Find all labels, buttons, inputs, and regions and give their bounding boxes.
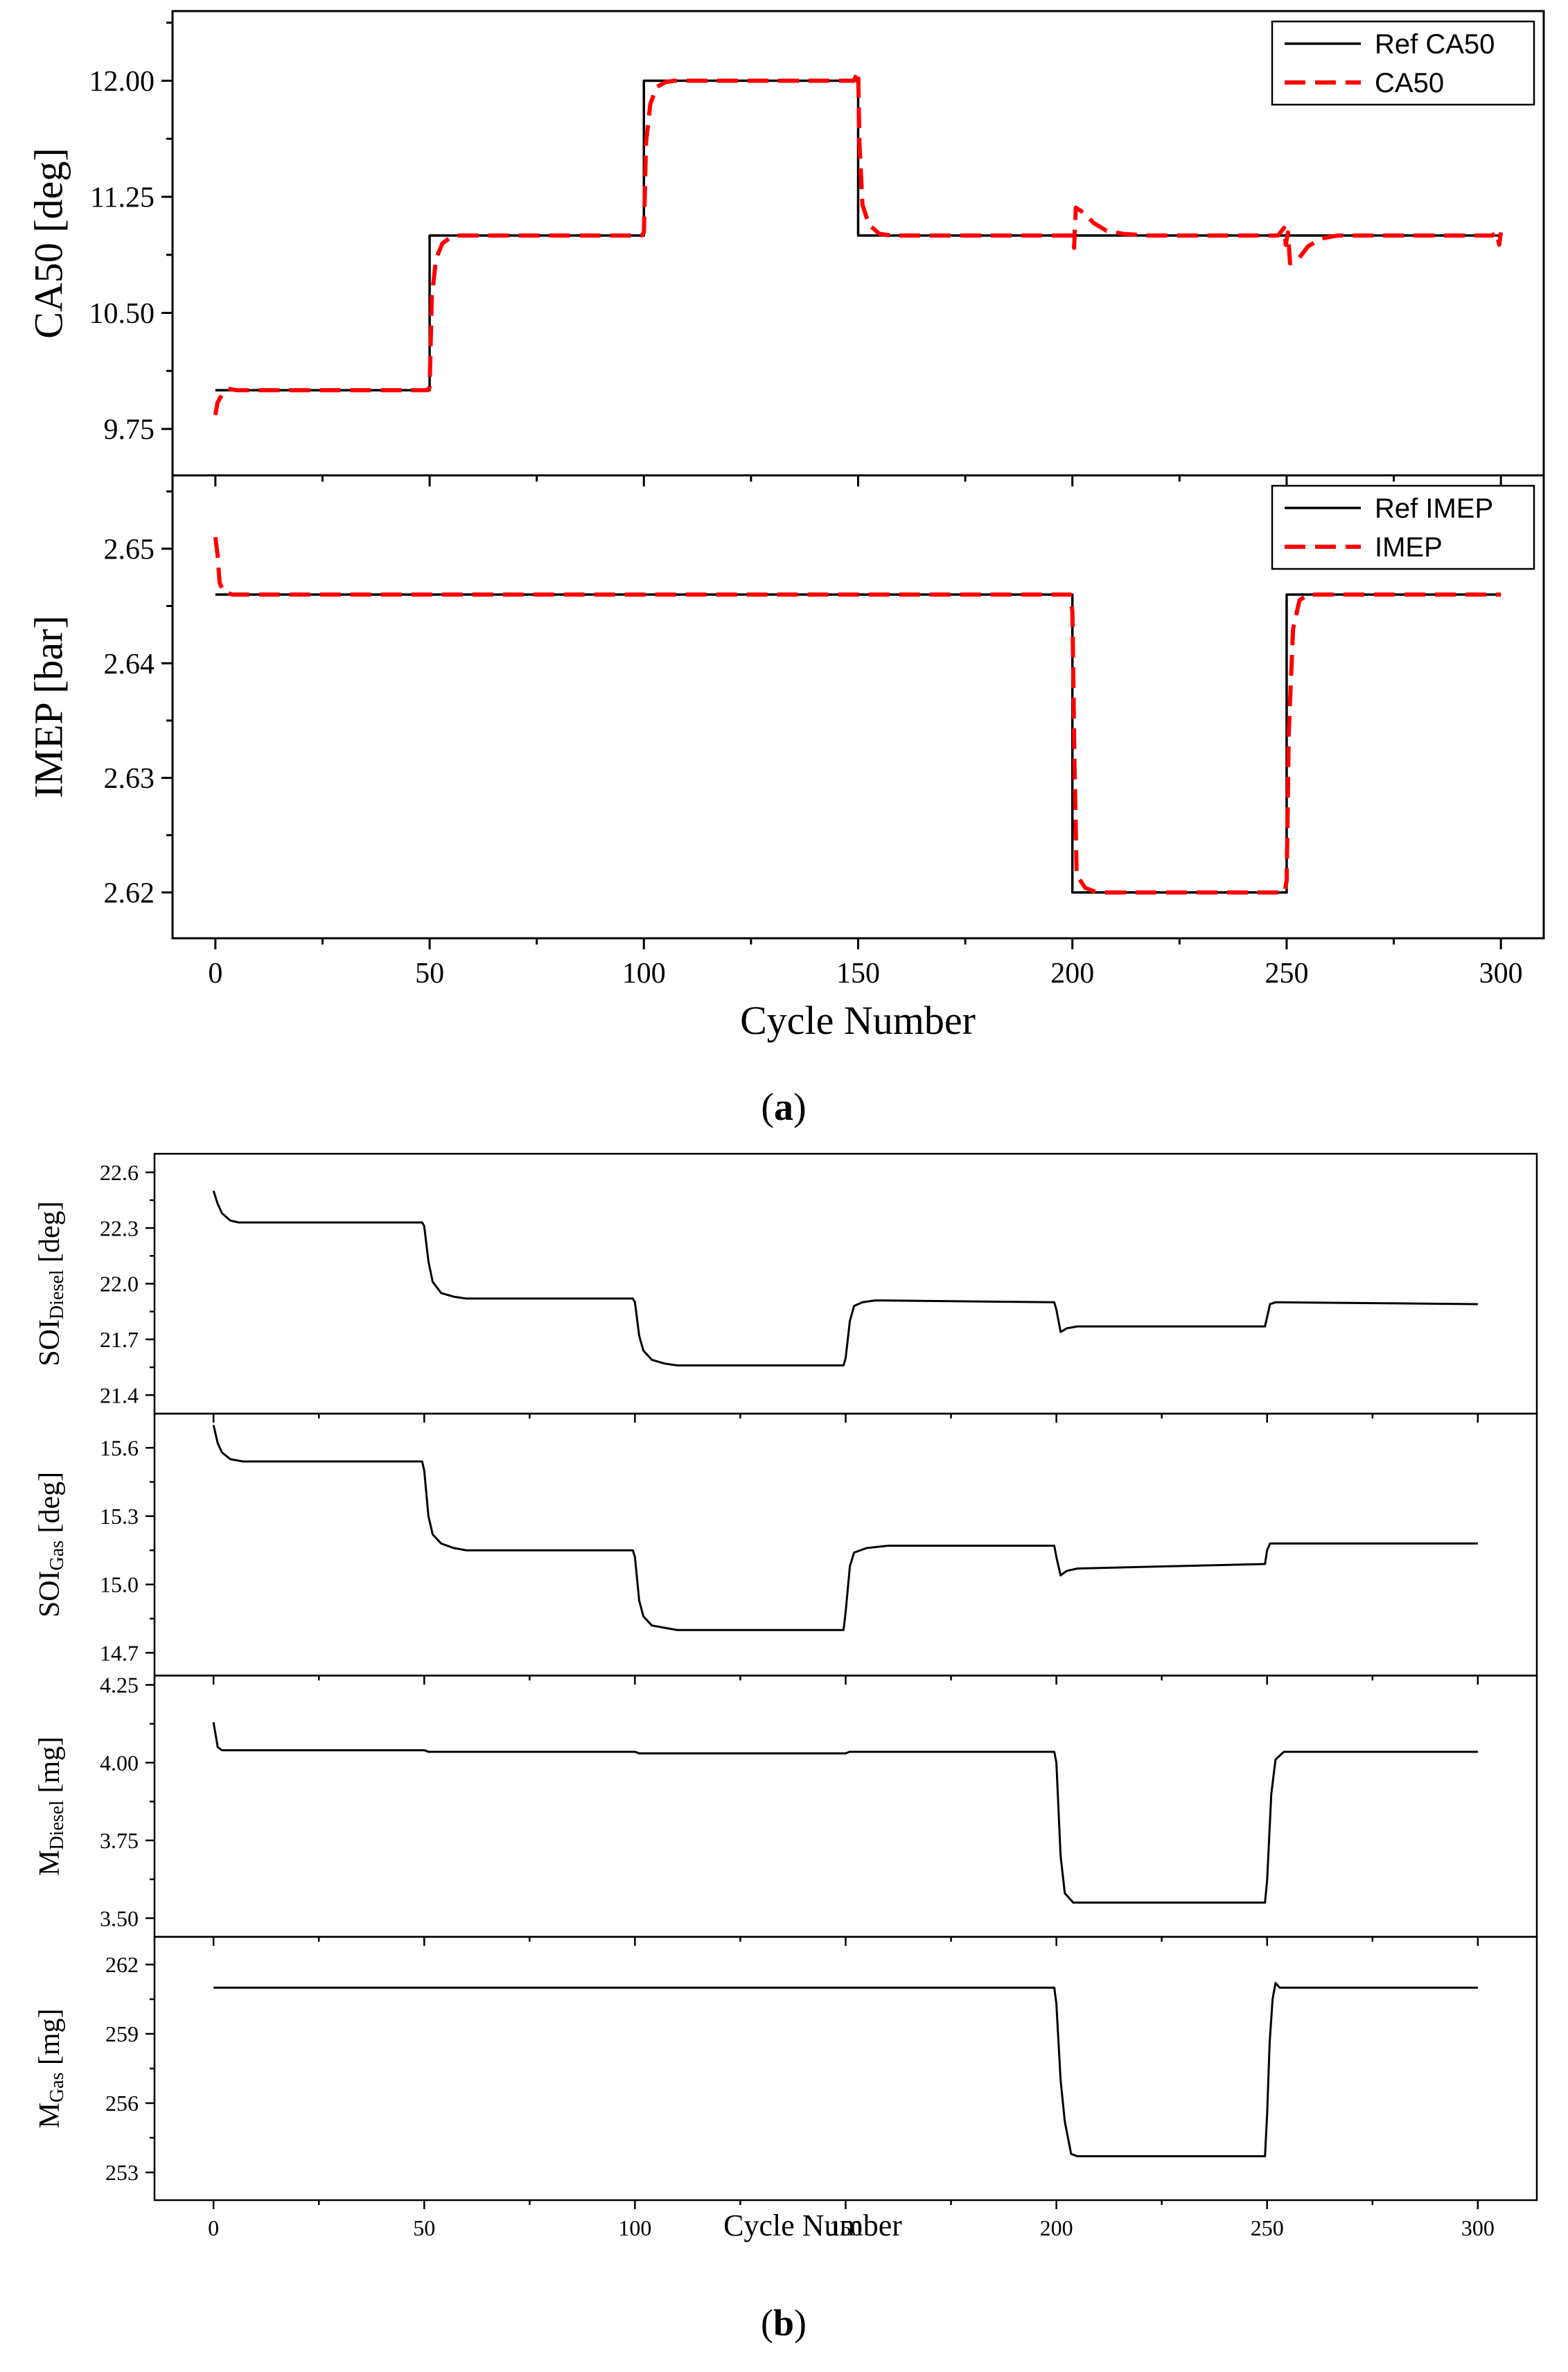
imep-ytick-label: 2.64 (104, 649, 155, 680)
m_diesel-ytick-label: 3.50 (100, 1906, 139, 1931)
soi-gas-plot: 14.7 15.0 15.3 15.6 SOIGas [deg] (34, 1412, 1538, 1685)
imep-ytick-label: 2.63 (104, 763, 155, 795)
ca50-ytick-label: 12.00 (89, 66, 155, 98)
imep-plot: 2.62 2.63 2.64 2.65 0 50 100 150 200 250 300 IMEP [… (26, 474, 1545, 990)
imep-y-axis-label: IMEP [bar] (26, 615, 71, 798)
ca50-legend-label-1: CA50 (1375, 68, 1444, 98)
panel-b-x-axis-label: Cycle Number (723, 2208, 902, 2242)
m_gas-ytick-label: 253 (105, 2160, 139, 2185)
m_diesel-ytick-label: 4.00 (100, 1750, 139, 1775)
m_gas-ytick-label: 259 (105, 2021, 139, 2046)
m_gas-xtick-label: 150 (829, 2215, 863, 2240)
panel-b-caption: (b) (761, 2302, 807, 2344)
soi_gas-ytick-label: 15.3 (100, 1504, 139, 1529)
ca50-legend-label-0: Ref CA50 (1375, 29, 1495, 60)
m_gas-xtick-label: 300 (1461, 2215, 1495, 2240)
imep-legend (1271, 484, 1535, 570)
soi_diesel-ytick-label: 22.0 (100, 1272, 139, 1297)
m_gas-y-axis-label: MGas [mg] (34, 2008, 68, 2128)
m_gas-xtick-label: 100 (618, 2215, 651, 2240)
ca50-ytick-label: 9.75 (104, 414, 155, 446)
imep-xtick-label: 100 (622, 958, 666, 990)
imep-xtick-label: 50 (415, 958, 444, 990)
ca50-y-axis-label: CA50 [deg] (26, 148, 71, 338)
m_gas-ytick-label: 262 (105, 1952, 139, 1977)
m_gas-xtick-label: 50 (413, 2215, 435, 2240)
m_gas-xtick-label: 200 (1040, 2215, 1073, 2240)
soi_diesel-y-axis-label: SOIDiesel [deg] (34, 1201, 68, 1366)
imep-xtick-label: 150 (836, 958, 880, 990)
imep-xtick-label: 0 (208, 958, 222, 990)
imep-series-0-line (215, 593, 1501, 894)
m_gas-xtick-label: 250 (1251, 2215, 1284, 2240)
soi_diesel-frame (153, 1152, 1538, 1415)
m-gas-plot: 253 256 259 262 0 50 100 150 200 250 300 MGas [mg] (34, 1935, 1538, 2240)
soi_gas-ytick-label: 15.6 (100, 1436, 139, 1461)
ca50-legend (1271, 20, 1535, 106)
imep-ytick-label: 2.62 (104, 878, 155, 910)
soi_diesel-ytick-label: 22.3 (100, 1215, 139, 1240)
m_diesel-series-0-line (212, 1722, 1478, 1904)
m_gas-frame (153, 1935, 1538, 2202)
imep-xtick-label: 300 (1479, 958, 1523, 990)
soi_diesel-ytick-label: 22.6 (100, 1160, 139, 1185)
imep-xtick-label: 250 (1265, 958, 1308, 990)
imep-series-1-line (213, 536, 1501, 895)
ca50-ytick-label: 11.25 (90, 182, 155, 214)
soi_diesel-ytick-label: 21.7 (100, 1327, 139, 1352)
imep-ytick-label: 2.65 (104, 534, 155, 566)
soi_diesel-ytick-label: 21.4 (100, 1382, 139, 1407)
soi_gas-frame (153, 1412, 1538, 1677)
panel-a: 9.75 10.50 11.25 12.00 CA50 [deg] Ref CA50 CA5… (26, 10, 1545, 1129)
m_gas-series-0-line (213, 1982, 1478, 2158)
m-diesel-plot: 3.50 3.75 4.00 4.25 MDiesel [mg] (34, 1673, 1538, 1946)
m_diesel-ytick-label: 4.25 (100, 1673, 139, 1698)
panel-b: 21.4 21.7 22.0 22.3 22.6 SOIDiesel [deg] 14.7… (34, 1152, 1538, 2344)
m_gas-ytick-label: 256 (105, 2091, 139, 2116)
m_gas-xtick-label: 0 (208, 2215, 219, 2240)
m_diesel-ytick-label: 3.75 (100, 1828, 139, 1853)
ca50-plot: 9.75 10.50 11.25 12.00 CA50 [deg] Ref CA50 CA5… (26, 10, 1545, 486)
soi-diesel-plot: 21.4 21.7 22.0 22.3 22.6 SOIDiesel [deg] (34, 1152, 1538, 1423)
soi_gas-ytick-label: 14.7 (100, 1640, 139, 1665)
imep-legend-label-0: Ref IMEP (1375, 493, 1493, 524)
panel-a-caption: (a) (761, 1086, 806, 1129)
ca50-series-1-line (213, 69, 1504, 416)
soi_gas-series-0-line (212, 1425, 1478, 1631)
soi_gas-ytick-label: 15.0 (100, 1572, 139, 1597)
m_diesel-y-axis-label: MDiesel [mg] (34, 1737, 68, 1876)
soi_diesel-series-0-line (212, 1191, 1478, 1367)
panel-a-x-axis-label: Cycle Number (740, 998, 976, 1043)
m_diesel-frame (153, 1674, 1538, 1938)
imep-xtick-label: 200 (1050, 958, 1094, 990)
imep-legend-label-1: IMEP (1375, 532, 1443, 563)
ca50-ytick-label: 10.50 (89, 298, 155, 330)
soi_gas-y-axis-label: SOIGas [deg] (34, 1472, 68, 1617)
